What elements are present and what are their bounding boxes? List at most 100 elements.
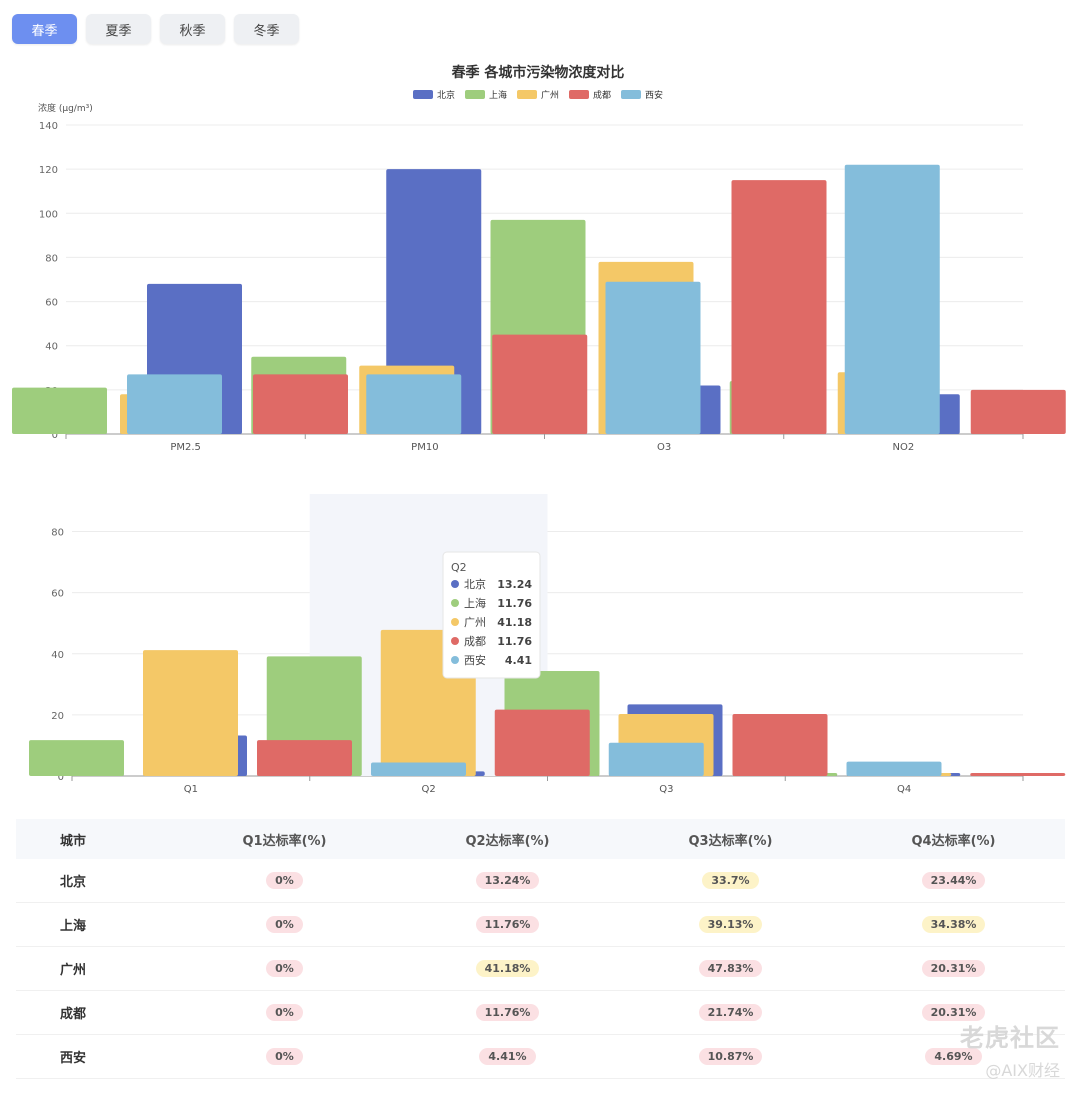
rate-badge: 0% [266, 916, 303, 933]
legend-swatch [569, 90, 589, 99]
rate-cell: 0% [173, 902, 396, 947]
tooltip-box [442, 551, 541, 679]
x-tick-label: O3 [657, 442, 671, 453]
rate-badge: 0% [266, 872, 303, 889]
bar-西安-Q3 [846, 761, 942, 776]
legend-label-广州: 广州 [541, 89, 559, 101]
table-row: 上海 0% 11.76% 39.13% 34.38% [16, 902, 1065, 947]
rate-badge: 39.13% [698, 916, 763, 933]
rate-cell: 10.87% [619, 1034, 842, 1079]
table-row: 广州 0% 41.18% 47.83% 20.31% [16, 946, 1065, 991]
rate-badge: 34.38% [921, 916, 986, 933]
table-row: 成都 0% 11.76% 21.74% 20.31% [16, 990, 1065, 1035]
tooltip-value-广州: 41.18 [497, 616, 532, 629]
rate-cell: 41.18% [396, 946, 619, 991]
y-tick-label: 40 [51, 650, 64, 661]
tab-winter[interactable]: 冬季 [234, 14, 299, 44]
rate-cell: 0% [173, 946, 396, 991]
bar-成都-Q4 [970, 772, 1066, 776]
tab-spring[interactable]: 春季 [12, 14, 77, 44]
rate-badge: 0% [266, 1048, 303, 1065]
y-tick-label: 20 [51, 711, 64, 722]
legend-label-成都: 成都 [593, 89, 611, 101]
tab-autumn[interactable]: 秋季 [160, 14, 225, 44]
tooltip-name-北京: 北京 [464, 577, 486, 591]
tooltip-value-上海: 11.76 [497, 597, 532, 610]
tooltip-name-广州: 广州 [464, 616, 486, 629]
rate-cell: 23.44% [842, 859, 1065, 903]
bar-西安-Q2 [608, 742, 704, 776]
bar-上海-PM2.5 [12, 387, 107, 434]
legend-swatch [413, 90, 433, 99]
tooltip-dot [451, 637, 459, 645]
bar-成都-PM2.5 [253, 374, 348, 434]
y-tick-label: 80 [45, 253, 58, 264]
header-q2: Q2达标率(%) [396, 819, 619, 859]
rate-badge: 4.69% [925, 1048, 982, 1065]
city-cell: 北京 [16, 859, 173, 903]
y-tick-label: 60 [45, 298, 58, 309]
tooltip-name-西安: 西安 [464, 653, 486, 667]
rate-badge: 0% [266, 1004, 303, 1021]
header-q3: Q3达标率(%) [619, 819, 842, 859]
city-cell: 成都 [16, 990, 173, 1035]
table-row: 西安 0% 4.41% 10.87% 4.69% [16, 1034, 1065, 1079]
tooltip-title: Q2 [451, 561, 467, 574]
bar-成都-Q3 [732, 713, 828, 776]
bar-成都-O3 [731, 180, 827, 434]
city-cell: 西安 [16, 1034, 173, 1079]
rate-badge: 11.76% [475, 916, 540, 933]
rate-cell: 34.38% [842, 902, 1065, 947]
x-tick-label: Q4 [897, 784, 911, 795]
tab-summer[interactable]: 夏季 [86, 14, 151, 44]
table-row: 北京 0% 13.24% 33.7% 23.44% [16, 859, 1065, 903]
y-axis-label: 浓度 (μg/m³) [38, 102, 93, 114]
tooltip-value-西安: 4.41 [505, 654, 532, 667]
y-tick-label: 0 [52, 430, 58, 441]
rate-badge: 11.76% [475, 1004, 540, 1021]
rate-cell: 33.7% [619, 859, 842, 903]
chart-title: 春季 各城市污染物浓度对比 [451, 64, 625, 81]
rate-cell: 0% [173, 859, 396, 903]
bar-西安-NO2 [844, 164, 940, 434]
rate-badge: 20.31% [921, 960, 986, 977]
rate-badge: 21.74% [698, 1004, 763, 1021]
rate-cell: 21.74% [619, 990, 842, 1035]
rate-cell: 11.76% [396, 902, 619, 947]
tooltip-dot [451, 618, 459, 626]
legend-swatch [621, 90, 641, 99]
city-cell: 上海 [16, 902, 173, 947]
tooltip-dot [451, 656, 459, 664]
compliance-bar-chart: 0 20 40 60 80 Q1 Q2 Q3 Q4 Q2 北京 13.24 上海 11.76 广州 41.18… [29, 494, 1066, 795]
rate-cell: 20.31% [842, 946, 1065, 991]
bar-西安-Q1 [371, 762, 466, 776]
rate-badge: 20.31% [921, 1004, 986, 1021]
rate-cell: 4.69% [842, 1034, 1065, 1079]
y-tick-label: 40 [45, 342, 58, 353]
rate-badge: 13.24% [475, 872, 540, 889]
x-tick-label: Q2 [422, 784, 436, 795]
rate-cell: 39.13% [619, 902, 842, 947]
y-tick-label: 80 [51, 528, 64, 539]
rate-cell: 13.24% [396, 859, 619, 903]
tooltip-value-北京: 13.24 [497, 578, 532, 591]
x-tick-label: PM10 [411, 442, 438, 453]
rate-badge: 4.41% [479, 1048, 536, 1065]
bar-西安-PM10 [366, 374, 462, 434]
rate-cell: 0% [173, 990, 396, 1035]
header-q4: Q4达标率(%) [842, 819, 1065, 859]
y-tick-label: 120 [39, 165, 58, 176]
rate-badge: 23.44% [921, 872, 986, 889]
y-tick-label: 0 [58, 772, 64, 783]
header-city: 城市 [16, 819, 173, 859]
table-header-row: 城市 Q1达标率(%) Q2达标率(%) Q3达标率(%) Q4达标率(%) [16, 819, 1065, 859]
season-tabs: 春季 夏季 秋季 冬季 [12, 14, 299, 44]
tooltip: Q2 北京 13.24 上海 11.76 广州 41.18 成都 11.76 西安 4.41 [442, 551, 541, 679]
rate-badge: 0% [266, 960, 303, 977]
bar-西安-O3 [605, 281, 701, 434]
bar-西安-PM2.5 [127, 374, 222, 434]
y-tick-label: 100 [39, 209, 58, 220]
rate-badge: 41.18% [475, 960, 540, 977]
tooltip-value-成都: 11.76 [497, 635, 532, 648]
